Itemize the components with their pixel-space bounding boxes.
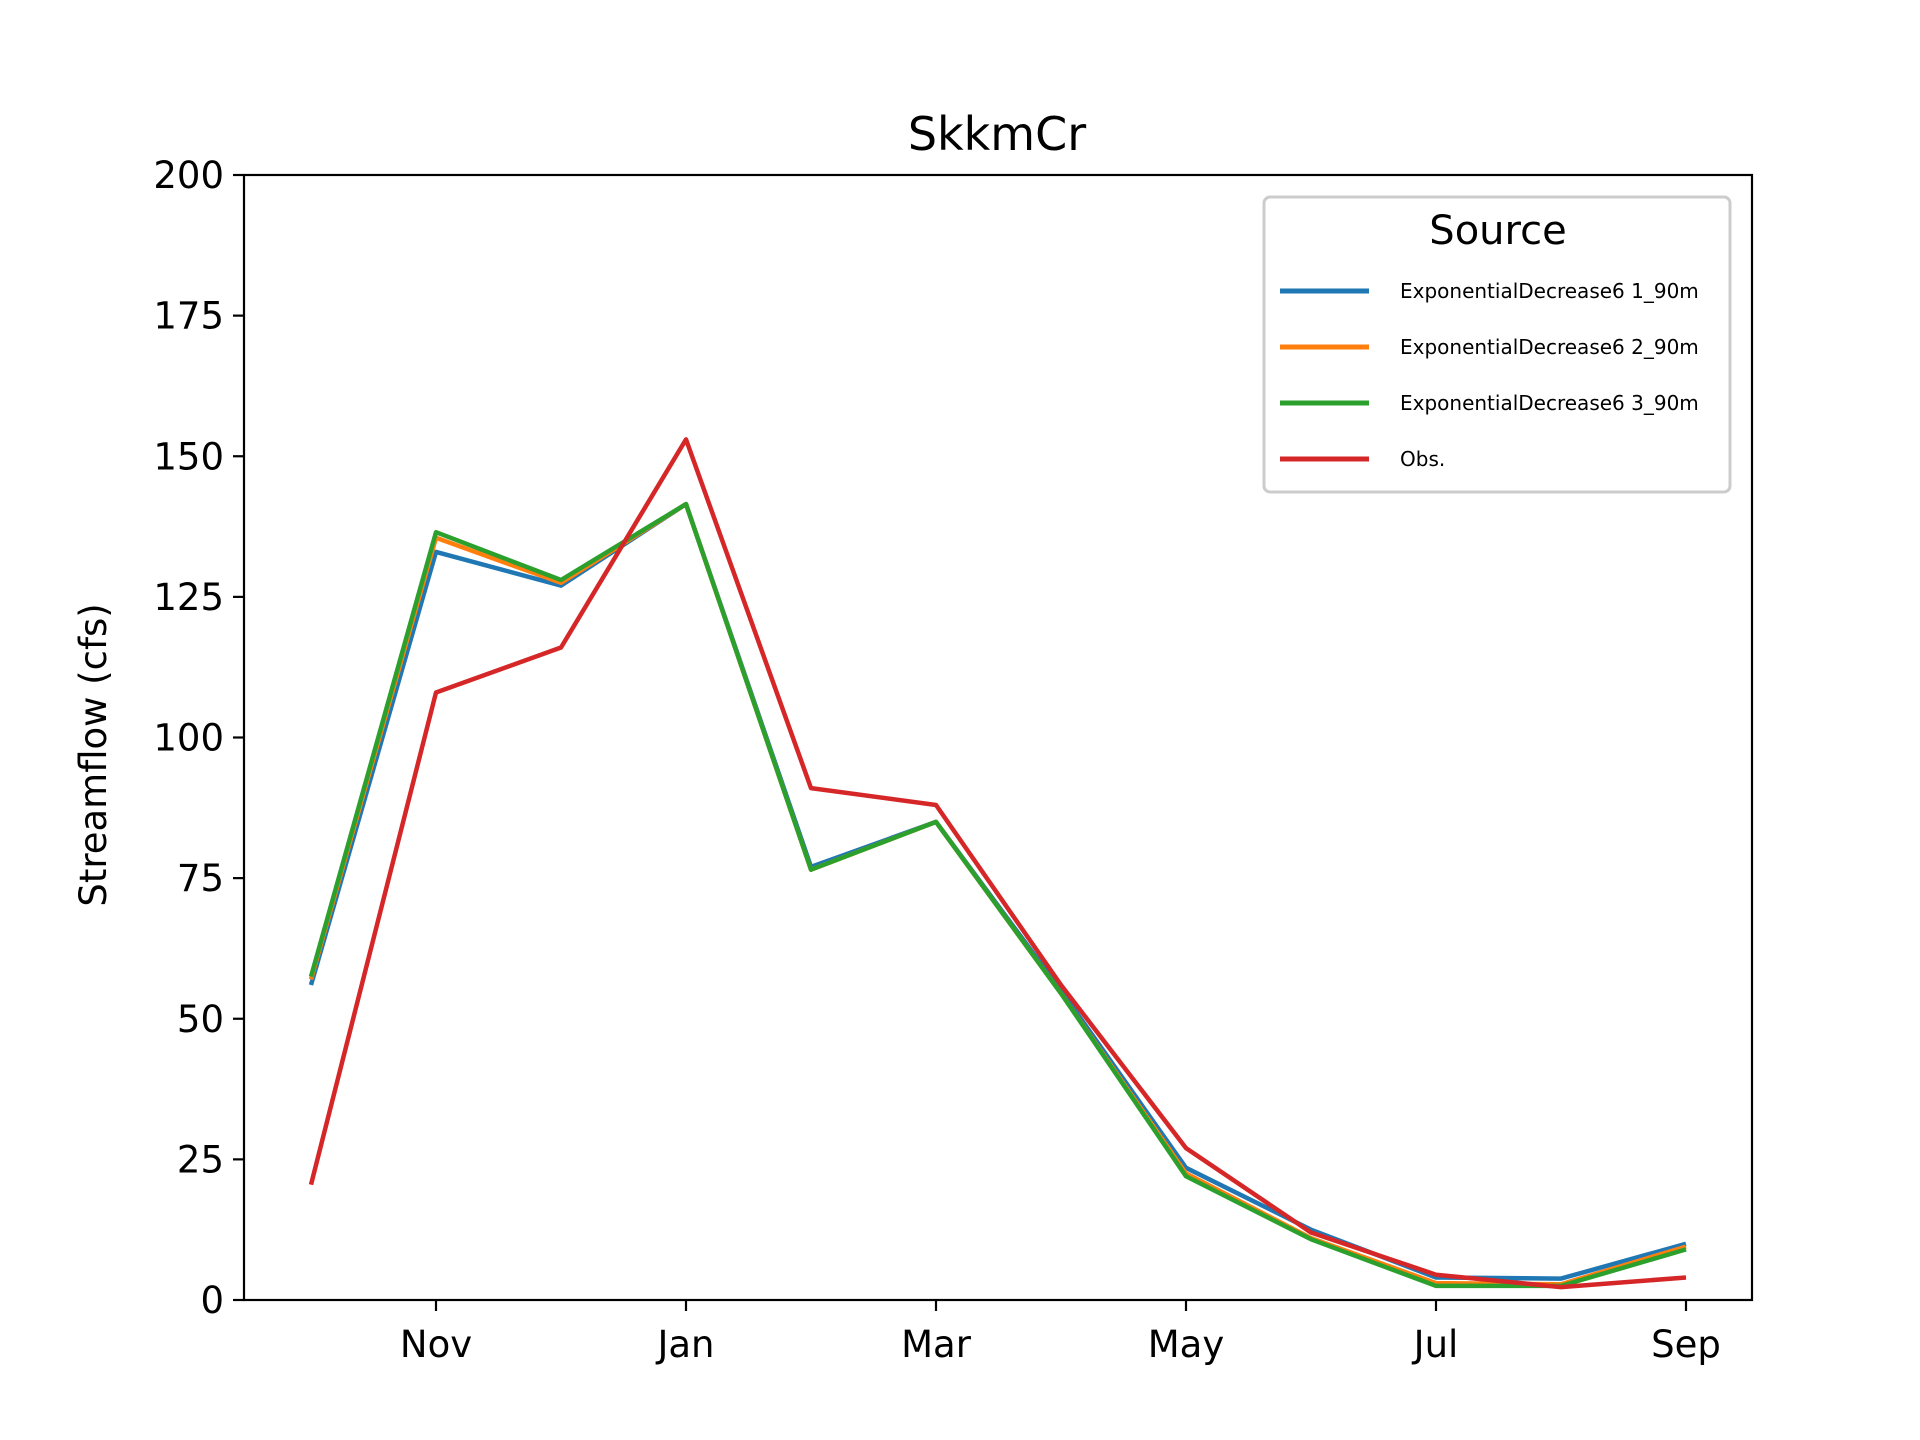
legend-entry-label: ExponentialDecrease6 2_90m (1400, 335, 1699, 359)
x-tick-label: Jul (1412, 1323, 1459, 1366)
x-tick-label: Jan (655, 1323, 714, 1366)
x-tick-label: Sep (1651, 1323, 1721, 1366)
x-tick-label: May (1148, 1323, 1225, 1366)
legend-box (1262, 195, 1732, 494)
y-tick-label: 50 (177, 998, 224, 1041)
y-tick-label: 100 (153, 717, 224, 760)
y-axis-label: Streamflow (cfs) (72, 603, 115, 906)
x-tick-label: Mar (901, 1323, 972, 1366)
y-tick-label: 75 (177, 857, 224, 900)
series-line-4 (308, 437, 1687, 1290)
plot-frame (242, 173, 1754, 1302)
x-tick-label: Nov (400, 1323, 472, 1366)
legend-title: Source (1429, 208, 1566, 254)
y-tick-label: 175 (153, 295, 224, 338)
legend-entry-label: ExponentialDecrease6 3_90m (1400, 391, 1699, 415)
y-tick-label: 150 (153, 435, 224, 478)
y-tick-label: 200 (153, 154, 224, 197)
legend: Source ExponentialDecrease6 1_90m Exponen… (1262, 195, 1732, 494)
y-tick-label: 25 (177, 1138, 224, 1181)
series-line-3 (308, 501, 1687, 1289)
legend-entry-label: ExponentialDecrease6 1_90m (1400, 279, 1699, 303)
legend-entry-label: Obs. (1400, 447, 1445, 471)
chart-title: SkkmCr (908, 107, 1086, 161)
plot-area: 0 25 50 75 100 125 150 175 200 Nov Jan Mar May Jul Sep (153, 154, 1754, 1366)
y-tick-label: 0 (200, 1279, 224, 1322)
y-tick-label: 125 (153, 576, 224, 619)
